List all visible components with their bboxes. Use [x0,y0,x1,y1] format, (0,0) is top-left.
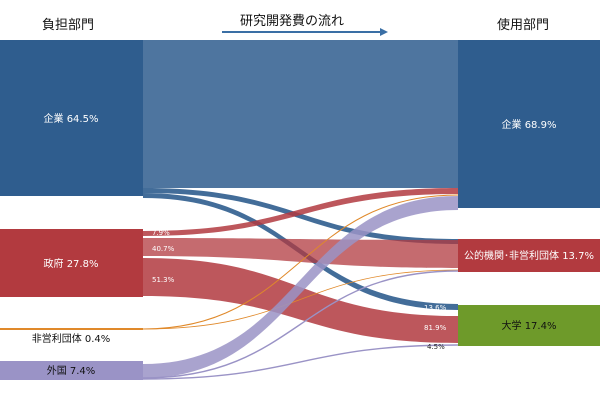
header-left: 負担部門 [42,18,95,33]
node-kouteki-u [458,239,600,272]
flow-seifu-to-daigaku [143,258,458,343]
header-center: 研究開発費の流れ [240,14,345,29]
label-kouteki-u: 公的機関･非営利団体 13.7% [464,249,594,262]
pct-daigaku-from-gaikoku: 4.5% [427,343,445,351]
flow-gaikoku-to-kouteki [142,270,459,379]
label-gaikoku: 外国 7.4% [47,365,96,377]
label-seifu: 政府 27.8% [44,257,99,270]
flow-gaikoku-to-daigaku [142,344,459,380]
flow-kigyo-to-kouteki [143,188,458,244]
pct-seifu-to-daigaku: 51.3% [152,276,175,284]
label-kigyo-u: 企業 68.9% [502,118,557,131]
label-hieiri: 非営利団体 0.4% [32,332,111,345]
node-daigaku-u [458,305,600,346]
flow-seifu-to-kouteki [143,238,458,268]
flow-kigyo-to-kigyo [143,40,458,188]
label-kigyo: 企業 64.5% [44,112,99,125]
node-gaikoku [0,361,143,380]
label-daigaku-u: 大学 17.4% [502,319,557,332]
flow-hieiri-to-kouteki [142,269,459,330]
node-kigyo-u [458,40,600,208]
pct-daigaku-from-seifu: 81.9% [424,324,447,332]
pct-seifu-to-kigyo: 7.9% [152,229,170,237]
flow-hieiri-to-kigyo [142,194,459,330]
node-seifu [0,229,143,297]
pct-seifu-to-kouteki: 40.7% [152,245,175,253]
arrow-head-icon [380,28,388,36]
header-right: 使用部門 [497,18,550,33]
flow-seifu-to-kigyo [143,188,458,236]
pct-daigaku-from-kigyo: 13.6% [424,304,447,312]
node-hieiri [0,328,143,330]
flow-gaikoku-to-kigyo [143,196,458,378]
node-kigyo [0,40,143,196]
